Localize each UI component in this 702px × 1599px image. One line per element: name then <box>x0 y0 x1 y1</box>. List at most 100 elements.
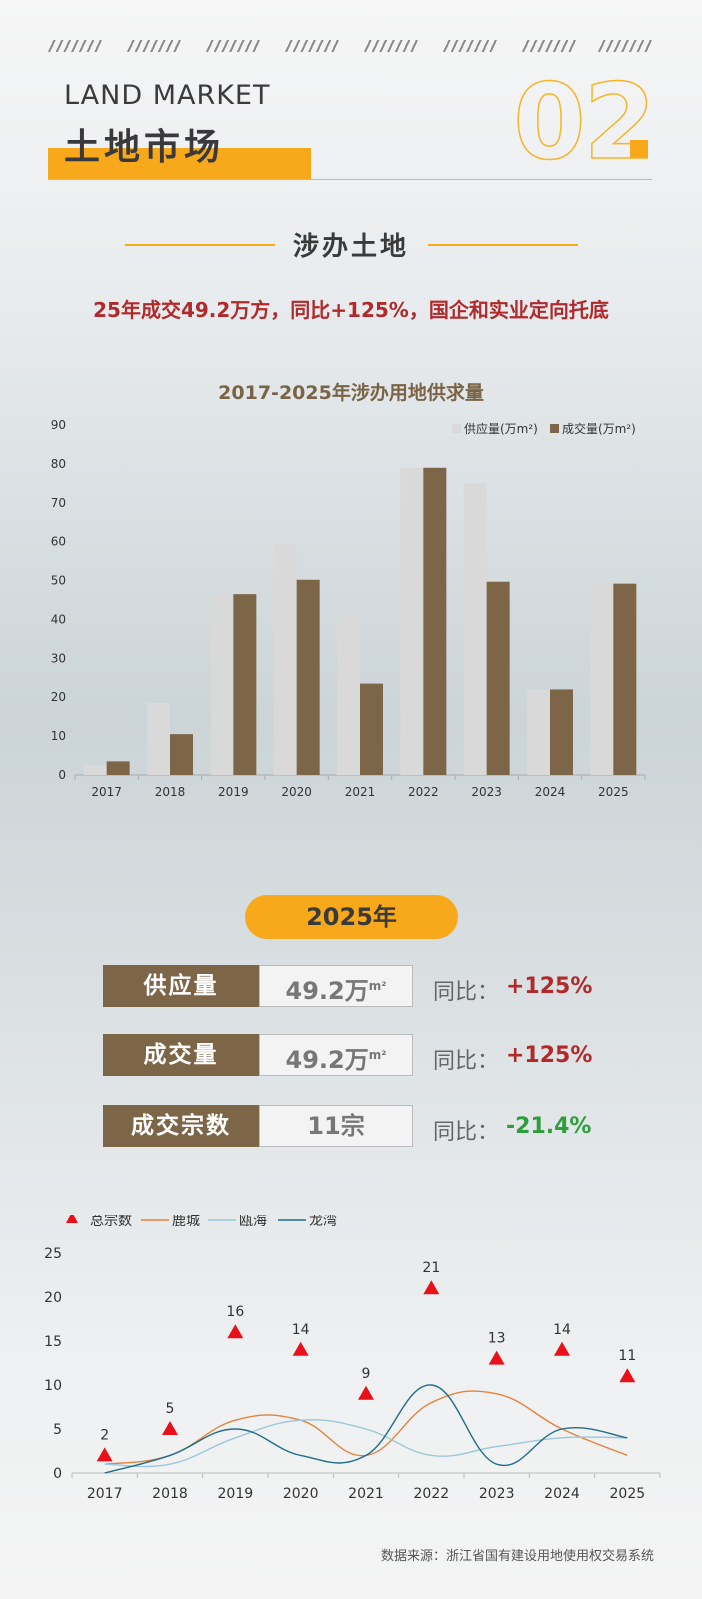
bar-chart: 0 10 20 30 40 50 60 70 80 90 2017 2018 2019 2020 2021 2… <box>51 418 646 799</box>
deal-bar <box>486 581 510 775</box>
section-title: 涉办土地 <box>292 232 409 262</box>
deal-area-value-unit: m² <box>368 1048 387 1062</box>
section-number: 02 <box>513 61 657 183</box>
bar-x-tick-label: 2025 <box>598 785 629 799</box>
header-hatch-2 <box>127 40 181 52</box>
line-y-tick-label: 15 <box>44 1334 62 1350</box>
deal-bar <box>170 734 193 775</box>
header-divider <box>48 179 652 180</box>
deal-count-yoy-value: -21.4% <box>506 1114 592 1139</box>
supply-value: 49.2万m² <box>259 965 413 1007</box>
deal-bar <box>550 689 573 775</box>
legend-total-label: 总宗数 <box>90 1215 132 1229</box>
bar-x-tick-label: 2020 <box>281 785 312 799</box>
deal-count-value: 11宗 <box>259 1105 413 1147</box>
bar-y-tick-label: 10 <box>51 729 66 743</box>
deal-bar <box>423 467 447 775</box>
total-count-marker <box>96 1447 113 1462</box>
header-hatch-4 <box>285 40 339 52</box>
total-count-marker <box>358 1385 374 1400</box>
legend-supply-swatch <box>452 424 461 433</box>
total-count-label: 21 <box>422 1260 440 1276</box>
total-count-label: 11 <box>618 1348 636 1364</box>
header-hatch-5 <box>364 40 418 52</box>
lucheng-line <box>104 1390 628 1465</box>
section-subtitle: 25年成交49.2万方，同比+125%，国企和实业定向托底 <box>93 298 609 322</box>
bar-y-tick-label: 20 <box>51 690 66 704</box>
line-y-tick-label: 25 <box>44 1246 62 1262</box>
longwan-line <box>104 1384 628 1474</box>
total-count-label: 14 <box>553 1322 571 1338</box>
bar-y-tick-label: 60 <box>51 535 66 549</box>
total-count-label: 5 <box>166 1401 175 1417</box>
line-y-tick-label: 5 <box>53 1422 62 1438</box>
legend-lucheng-label: 鹿城 <box>172 1215 200 1229</box>
bar-chart-title: 2017-2025年涉办用地供求量 <box>218 382 484 404</box>
line-x-tick-label: 2017 <box>87 1486 123 1502</box>
data-source: 数据来源：浙江省国有建设用地使用权交易系统 <box>380 1549 654 1564</box>
bar-x-tick-label: 2022 <box>408 785 439 799</box>
supply-value-unit: m² <box>368 979 387 993</box>
total-count-marker <box>292 1341 309 1356</box>
bar-y-tick-label: 90 <box>51 418 66 432</box>
supply-bar <box>590 583 614 775</box>
total-count-marker <box>227 1324 244 1339</box>
bar-y-tick-label: 50 <box>51 574 66 588</box>
section-title-line-right <box>428 244 578 246</box>
legend-longwan-label: 龙湾 <box>309 1215 337 1229</box>
bar-x-tick-label: 2021 <box>345 785 376 799</box>
deal-bar <box>296 579 320 775</box>
supply-bar <box>147 703 170 775</box>
deal-area-value-number: 49.2万 <box>285 1046 369 1074</box>
supply-bar <box>83 765 107 775</box>
year-pill: 2025年 <box>245 895 458 939</box>
total-count-marker <box>554 1341 570 1356</box>
total-count-marker <box>619 1368 636 1383</box>
line-y-tick-label: 0 <box>53 1466 62 1482</box>
bar-x-tick-label: 2023 <box>471 785 502 799</box>
line-x-tick-label: 2018 <box>152 1486 188 1502</box>
bar-y-tick-label: 70 <box>51 496 66 510</box>
deal-area-yoy-value: +125% <box>506 1043 593 1068</box>
line-x-tick-label: 2022 <box>414 1486 450 1502</box>
line-x-tick-label: 2021 <box>348 1486 384 1502</box>
supply-bar <box>337 615 360 775</box>
bar-y-tick-label: 40 <box>51 612 66 626</box>
ouhai-line <box>104 1419 628 1468</box>
supply-bar <box>273 543 297 775</box>
total-count-marker <box>488 1350 505 1365</box>
supply-bar <box>400 467 424 775</box>
total-count-label: 16 <box>226 1304 244 1320</box>
legend-deal-label: 成交量(万m²) <box>562 421 636 436</box>
header-hatch-3 <box>206 40 260 52</box>
line-x-tick-label: 2023 <box>479 1486 515 1502</box>
line-x-tick-label: 2024 <box>544 1486 580 1502</box>
bar-y-tick-label: 80 <box>51 457 66 471</box>
bar-y-tick-label: 30 <box>51 651 66 665</box>
header-hatch-7 <box>522 40 576 52</box>
bar-x-tick-label: 2019 <box>218 785 249 799</box>
line-x-tick-label: 2019 <box>218 1486 254 1502</box>
deal-bar <box>613 583 637 775</box>
deal-area-value: 49.2万m² <box>259 1034 413 1076</box>
bar-x-tick-label: 2018 <box>155 785 186 799</box>
total-count-label: 9 <box>362 1366 371 1382</box>
section-title-line-left <box>125 244 275 246</box>
total-count-marker <box>162 1421 178 1435</box>
supply-yoy-label: 同比： <box>433 980 500 1005</box>
line-y-tick-label: 20 <box>44 1290 62 1306</box>
total-count-label: 13 <box>488 1331 506 1347</box>
line-x-tick-label: 2025 <box>610 1486 646 1502</box>
line-x-tick-label: 2020 <box>283 1486 319 1502</box>
line-y-tick-label: 10 <box>44 1378 62 1394</box>
header-hatch-8 <box>598 40 652 52</box>
deal-bar <box>106 761 130 775</box>
legend-ouhai-label: 瓯海 <box>239 1215 267 1229</box>
deal-count-label: 成交宗数 <box>103 1105 259 1147</box>
deal-area-yoy-label: 同比： <box>433 1049 500 1074</box>
legend-total-marker <box>66 1215 78 1223</box>
total-count-label: 2 <box>100 1427 109 1443</box>
chinese-title: 土地市场 <box>64 127 225 168</box>
english-title: LAND MARKET <box>64 80 271 111</box>
legend-supply-label: 供应量(万m²) <box>464 421 538 436</box>
